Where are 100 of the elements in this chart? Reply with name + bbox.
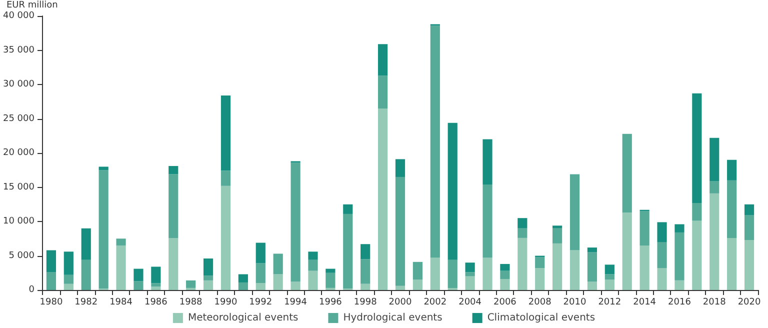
x-tick-label: 2004 (458, 298, 482, 308)
bar (710, 193, 720, 290)
bar (692, 203, 702, 221)
bar (134, 281, 144, 290)
bar (500, 264, 510, 271)
bar (587, 252, 598, 282)
bar (552, 228, 562, 244)
bar (465, 262, 475, 272)
bar (81, 260, 91, 290)
bar (552, 226, 562, 228)
bar (674, 232, 684, 280)
bar (692, 220, 702, 290)
bar (98, 166, 108, 170)
bar (518, 218, 528, 228)
bar (308, 260, 318, 271)
bar (151, 283, 161, 287)
bar (500, 279, 510, 290)
bar (326, 268, 336, 273)
bar (570, 250, 580, 290)
bar (552, 243, 562, 290)
legend-label: Hydrological events (343, 312, 442, 324)
bar (657, 222, 667, 242)
bar (151, 266, 161, 284)
x-tick-label: 2012 (598, 298, 622, 308)
y-tick-label: 35 000 (2, 45, 35, 56)
bar (535, 268, 545, 290)
x-tick-label: 1996 (318, 298, 342, 308)
bar (168, 166, 178, 174)
bar (256, 263, 266, 284)
x-tick-label: 2008 (528, 298, 552, 308)
y-tick-label: 30 000 (2, 80, 35, 90)
bar (64, 274, 74, 284)
x-tick-label: 2018 (702, 298, 726, 308)
bar (168, 238, 178, 290)
x-tick-label: 1982 (74, 298, 98, 308)
bar (518, 238, 528, 290)
x-tick-label: 2000 (388, 298, 412, 308)
bar (186, 280, 196, 288)
bar (448, 122, 458, 260)
bar (465, 276, 475, 290)
legend-label: Climatological events (487, 312, 596, 324)
bar (238, 282, 248, 290)
bar (744, 204, 754, 216)
bar (46, 272, 56, 290)
bar (378, 108, 388, 290)
bar (465, 272, 475, 276)
bar (674, 280, 684, 290)
bar (727, 160, 737, 180)
bar (482, 258, 492, 290)
x-tick-label: 2016 (668, 298, 692, 308)
bar (587, 248, 598, 252)
bar (657, 242, 667, 268)
x-tick-label: 1998 (354, 298, 378, 308)
bar (710, 181, 720, 194)
bar (360, 284, 370, 290)
bar (273, 274, 283, 290)
bar (256, 283, 266, 290)
bar (518, 228, 528, 238)
bar (587, 282, 598, 290)
y-tick-label: 40 000 (2, 11, 35, 21)
bar (378, 76, 388, 108)
bar (220, 170, 231, 186)
bar (203, 280, 214, 290)
bar (116, 245, 126, 290)
bar (360, 259, 370, 284)
x-tick-label: 1986 (144, 298, 168, 308)
bar (273, 254, 283, 274)
bar (326, 272, 336, 288)
x-tick-label: 1980 (40, 298, 63, 308)
legend-label: Meteorological events (188, 312, 298, 324)
bar (640, 211, 650, 246)
x-tick-label: 2014 (633, 298, 656, 308)
bar (622, 134, 632, 213)
bar (238, 274, 248, 282)
bar (448, 260, 458, 288)
bar (395, 159, 406, 177)
y-tick-label: 15 000 (2, 182, 35, 192)
y-tick-label: 20 000 (2, 148, 35, 158)
bar (360, 244, 370, 260)
bar (46, 250, 56, 272)
x-tick-label: 2010 (563, 298, 586, 308)
bar (98, 170, 108, 289)
bar (430, 26, 440, 258)
bar (151, 286, 161, 290)
bar (622, 212, 632, 290)
bar (290, 282, 300, 290)
y-tick-label: 5 000 (8, 250, 35, 261)
bar (744, 215, 754, 240)
y-tick-label: 10 000 (2, 216, 35, 226)
bar (604, 280, 614, 290)
bar (570, 174, 580, 250)
bar (134, 268, 144, 282)
bar (220, 186, 231, 290)
bar (203, 258, 214, 276)
bar (482, 139, 492, 185)
bar (500, 270, 510, 280)
x-tick-label: 2020 (738, 298, 761, 308)
bar (727, 180, 737, 238)
bar (116, 238, 126, 246)
bar (203, 276, 214, 280)
